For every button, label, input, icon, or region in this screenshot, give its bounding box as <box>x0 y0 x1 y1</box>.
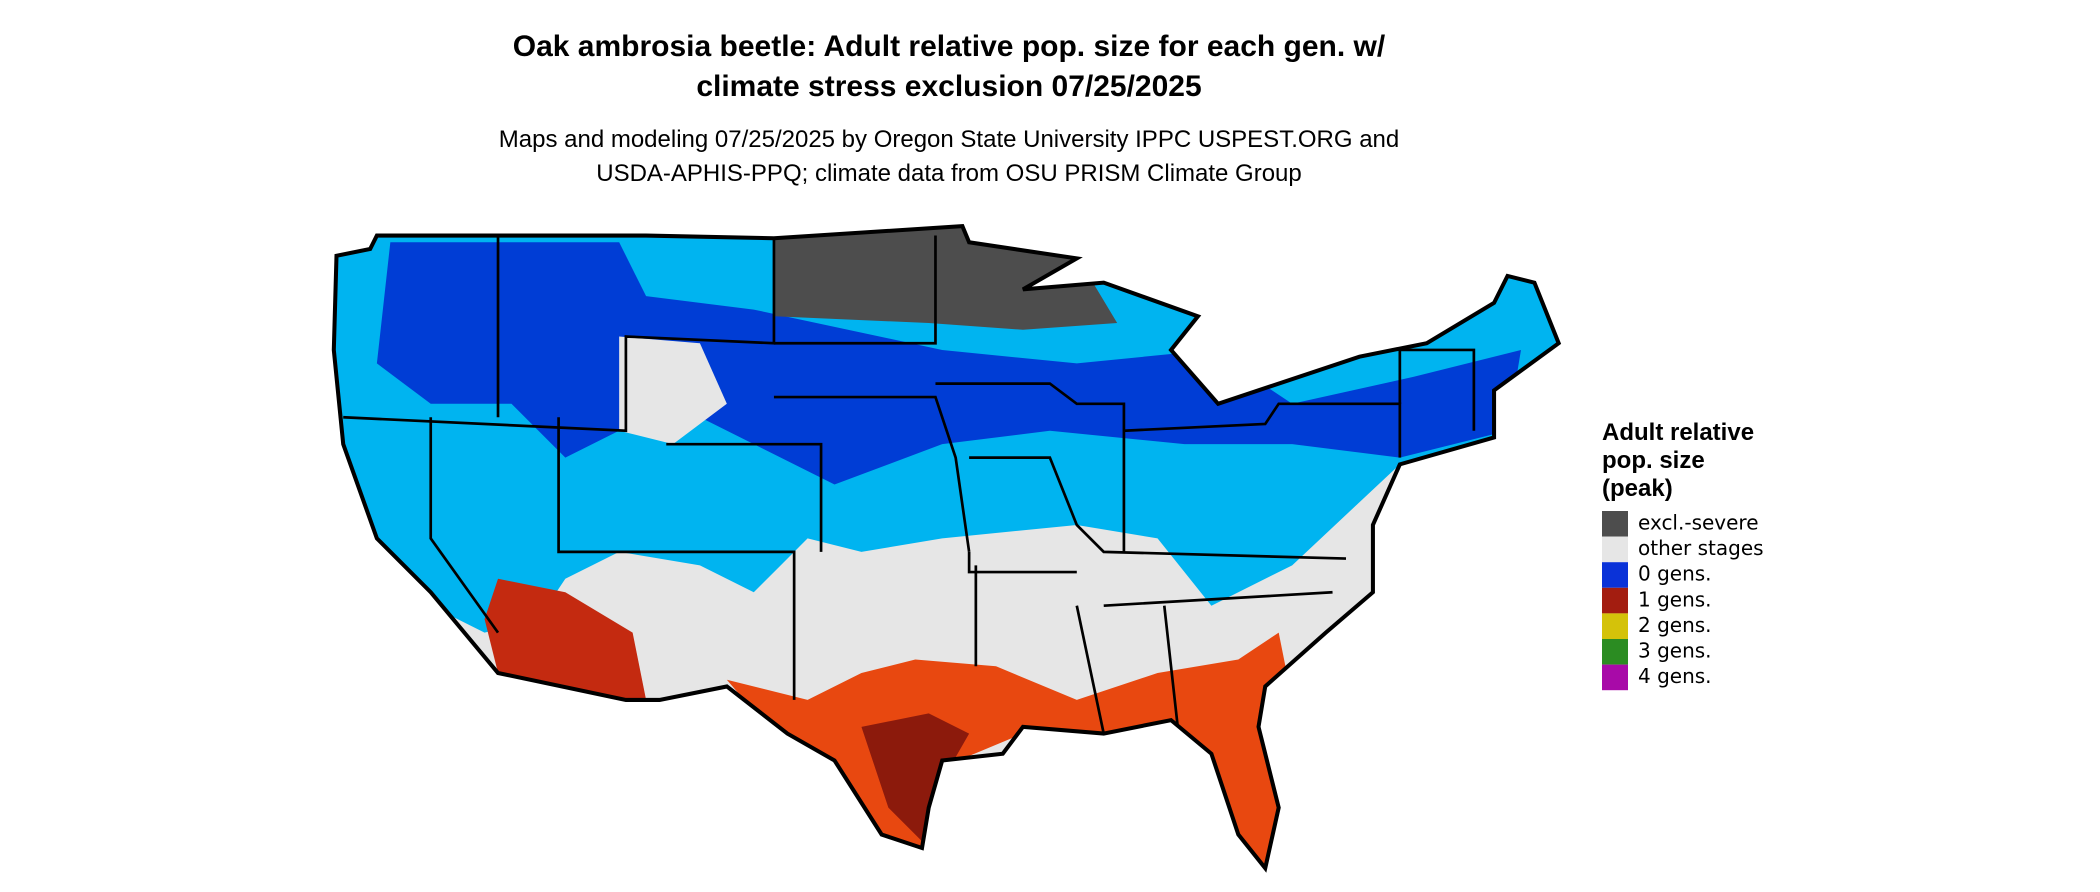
subtitle-line: USDA-APHIS-PPQ; climate data from OSU PR… <box>596 160 1302 187</box>
legend-title-line: (peak) <box>1602 475 1673 502</box>
state-borders <box>343 235 1476 734</box>
legend-title-line: Adult relative <box>1602 419 1754 446</box>
legend-label: 1 gens. <box>1638 587 1712 611</box>
legend-title-line: pop. size <box>1602 447 1705 474</box>
legend-swatch <box>1602 613 1628 639</box>
legend-swatch <box>1602 511 1628 537</box>
legend-swatch <box>1602 664 1628 691</box>
region-red-west <box>484 578 647 700</box>
title-line: climate stress exclusion 07/25/2025 <box>696 70 1201 103</box>
title-line: Oak ambrosia beetle: Adult relative pop.… <box>513 30 1386 63</box>
legend-label: excl.-severe <box>1638 511 1759 535</box>
legend-label: 0 gens. <box>1638 562 1712 586</box>
legend-label: other stages <box>1638 536 1764 560</box>
legend-swatch <box>1602 639 1628 665</box>
region-blue <box>376 242 1521 485</box>
legend-swatch <box>1602 587 1628 614</box>
map <box>323 215 1575 888</box>
legend-swatch <box>1602 536 1628 563</box>
region-gray <box>619 336 727 445</box>
subtitle-line: Maps and modeling 07/25/2025 by Oregon S… <box>499 126 1399 153</box>
region-dark-red <box>861 713 970 848</box>
region-excluded <box>773 226 1118 330</box>
legend-label: 3 gens. <box>1638 639 1712 663</box>
legend-label: 4 gens. <box>1638 664 1712 688</box>
legend-label: 2 gens. <box>1638 613 1712 637</box>
legend-swatch <box>1602 562 1628 588</box>
